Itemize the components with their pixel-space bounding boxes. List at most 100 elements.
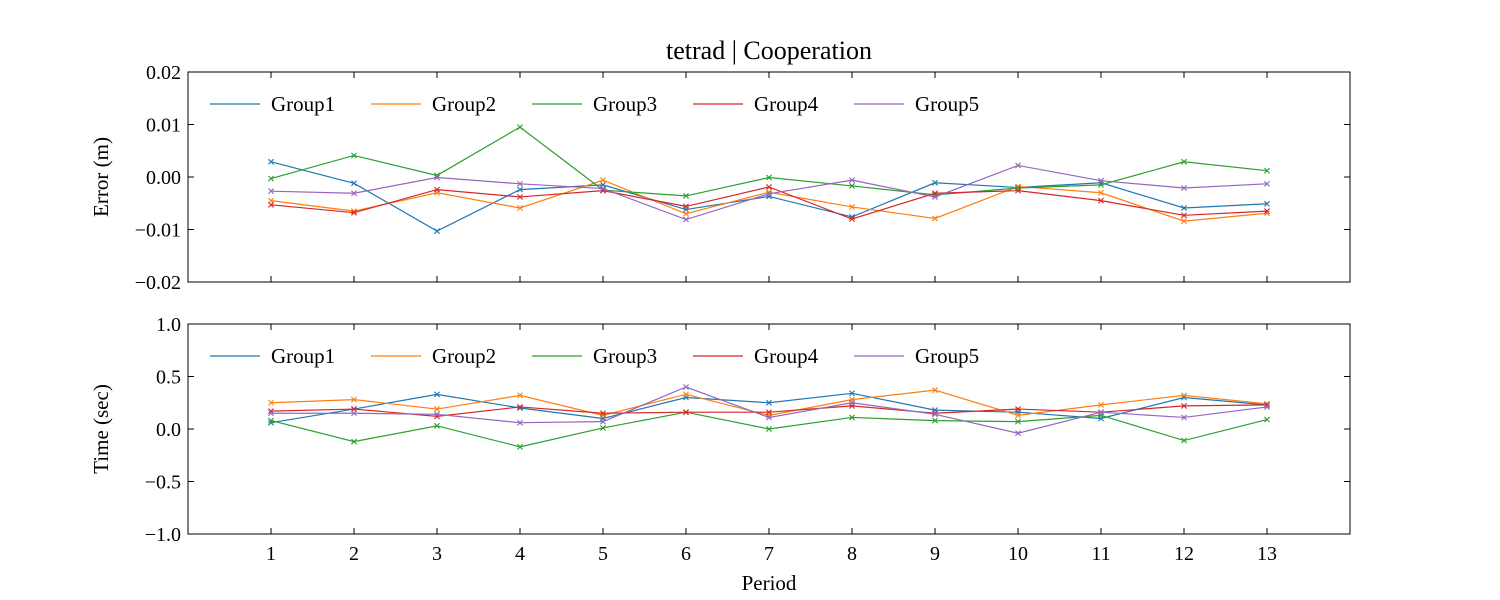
time-point-group2 (1015, 412, 1021, 419)
time-legend-label: Group4 (754, 344, 819, 368)
error-point-group5 (766, 190, 772, 197)
time-ytick-label: −1.0 (145, 524, 181, 546)
time-point-group4 (600, 410, 606, 417)
error-point-group5 (1098, 177, 1104, 184)
error-point-group3 (683, 192, 689, 199)
time-xtick-label: 12 (1174, 543, 1194, 565)
error-point-group5 (351, 190, 357, 197)
error-point-group5 (1015, 162, 1021, 169)
error-point-group2 (600, 177, 606, 184)
error-legend-label: Group4 (754, 92, 819, 116)
error-point-group4 (434, 186, 440, 193)
error-point-group1 (268, 158, 274, 165)
time-point-group2 (434, 406, 440, 413)
error-ytick-label: 0.00 (146, 167, 181, 189)
time-point-group2 (517, 392, 523, 399)
time-point-group1 (434, 391, 440, 398)
error-point-group5 (683, 216, 689, 223)
error-ytick-label: −0.02 (135, 272, 181, 294)
time-point-group5 (517, 419, 523, 426)
time-point-group5 (434, 411, 440, 418)
error-point-group4 (1098, 197, 1104, 204)
time-point-group3 (517, 443, 523, 450)
time-point-group3 (932, 417, 938, 424)
error-point-group3 (1264, 167, 1270, 174)
time-xtick-label: 11 (1091, 543, 1110, 565)
time-point-group3 (1015, 418, 1021, 425)
time-legend-label: Group2 (432, 344, 496, 368)
time-xtick-label: 6 (681, 543, 691, 565)
error-point-group3 (351, 152, 357, 159)
time-ylabel: Time (sec) (89, 384, 113, 474)
time-point-group2 (1098, 401, 1104, 408)
time-ytick-label: −0.5 (145, 472, 181, 494)
error-point-group5 (268, 188, 274, 195)
time-xtick-label: 13 (1257, 543, 1277, 565)
time-point-group5 (683, 384, 689, 390)
error-point-group1 (1264, 200, 1270, 207)
time-series-line-group1 (270, 392, 1268, 424)
error-point-group4 (849, 216, 855, 222)
time-point-group3 (1264, 416, 1270, 423)
time-point-group5 (932, 411, 938, 418)
time-ytick-label: 0.5 (156, 367, 181, 389)
time-point-group4 (766, 409, 772, 416)
time-point-group3 (351, 438, 357, 445)
time-legend-label: Group3 (593, 344, 657, 368)
time-ytick-label: 0.0 (156, 419, 181, 441)
time-xtick-label: 4 (515, 543, 525, 565)
chart-title: tetrad | Cooperation (666, 36, 872, 65)
time-point-group4 (1015, 406, 1021, 413)
error-ytick-label: 0.02 (146, 62, 181, 84)
error-point-group5 (932, 193, 938, 200)
error-point-group1 (351, 180, 357, 187)
error-point-group5 (1264, 180, 1270, 187)
error-point-group5 (849, 177, 855, 184)
error-point-group3 (1181, 158, 1187, 165)
time-point-group4 (517, 403, 523, 410)
time-xtick-label: 9 (930, 543, 940, 565)
error-point-group1 (932, 179, 938, 186)
error-point-group3 (1015, 185, 1021, 192)
error-point-group1 (434, 228, 440, 235)
time-legend: Group1 Group2 Group3 Group4 Group5 (210, 344, 979, 368)
time-point-group3 (849, 414, 855, 421)
time-point-group3 (268, 417, 274, 424)
time-point-group5 (351, 410, 357, 417)
time-xtick-label: 5 (598, 543, 608, 565)
error-point-group4 (683, 203, 689, 210)
time-point-group1 (517, 405, 523, 411)
error-legend-label: Group2 (432, 92, 496, 116)
error-point-group5 (600, 185, 606, 192)
error-point-group1 (517, 186, 523, 193)
time-point-group5 (1098, 409, 1104, 416)
error-ytick-label: −0.01 (135, 220, 181, 242)
time-point-group5 (1264, 403, 1270, 410)
error-legend: Group1 Group2 Group3 Group4 Group5 (210, 92, 979, 116)
time-point-group5 (600, 418, 606, 425)
error-point-group4 (766, 183, 772, 190)
time-point-group5 (849, 399, 855, 406)
error-legend-label: Group3 (593, 92, 657, 116)
time-xlabel: Period (742, 571, 797, 595)
time-point-group3 (1181, 437, 1187, 444)
error-point-group5 (517, 180, 523, 187)
time-xtick-label: 7 (764, 543, 774, 565)
error-point-group2 (683, 210, 689, 217)
time-point-group5 (766, 414, 772, 421)
time-point-group2 (1181, 392, 1187, 399)
error-point-group4 (268, 201, 274, 208)
error-point-group3 (268, 175, 274, 182)
error-series-line-group3 (270, 126, 1268, 197)
time-point-group1 (766, 399, 772, 406)
time-point-group3 (600, 424, 606, 431)
time-point-group5 (1015, 430, 1021, 437)
time-series-line-group5 (271, 386, 1268, 434)
error-point-group1 (1181, 204, 1187, 211)
error-point-group3 (849, 182, 855, 189)
error-point-group4 (1015, 187, 1021, 194)
time-legend-label: Group5 (915, 344, 979, 368)
